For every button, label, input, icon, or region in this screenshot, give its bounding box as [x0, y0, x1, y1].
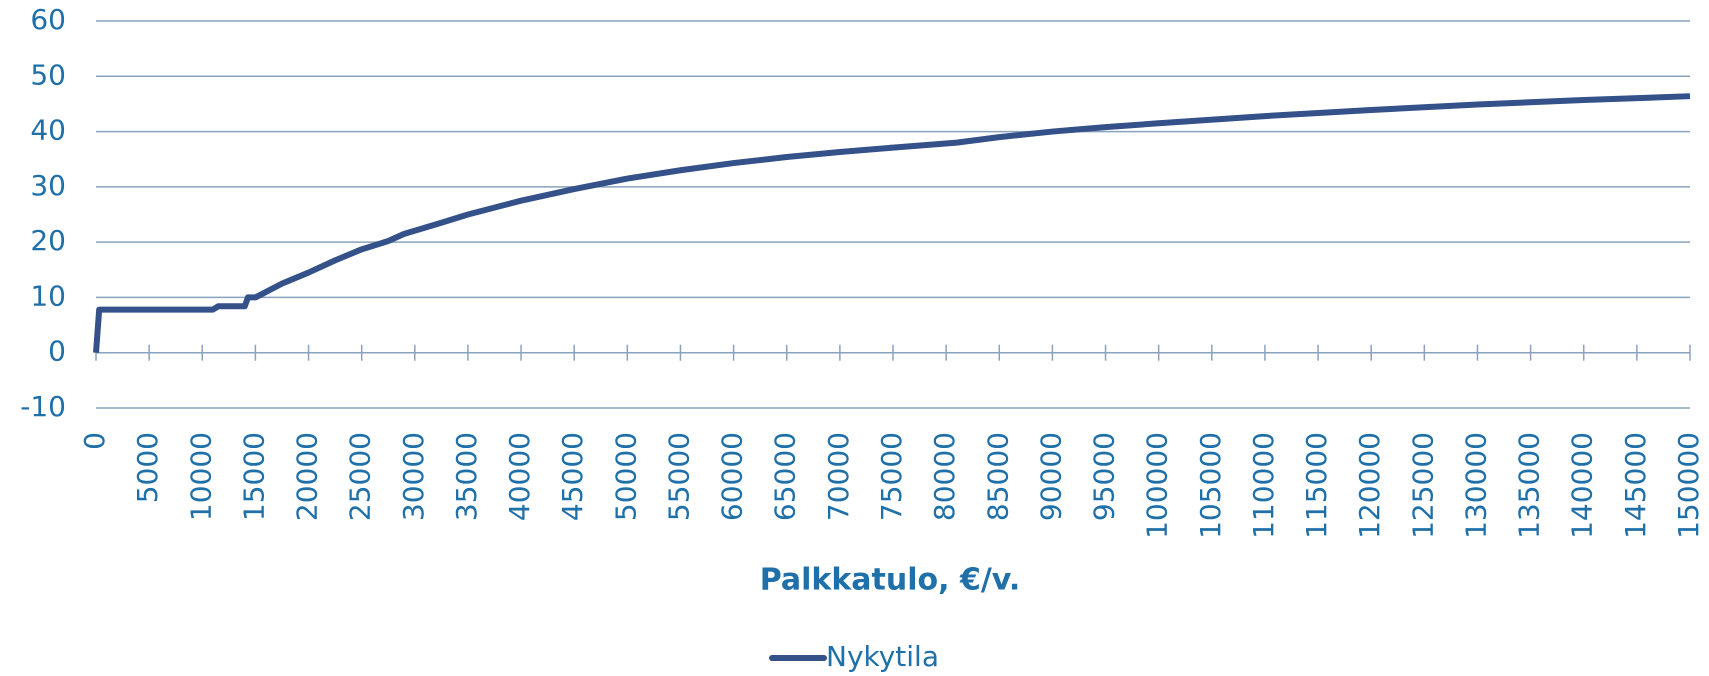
x-tick-label: 130000: [1459, 432, 1492, 539]
x-tick-label: 150000: [1672, 432, 1705, 539]
x-tick-label: 90000: [1034, 432, 1067, 521]
x-tick-label: 50000: [609, 432, 642, 521]
x-tick-label: 110000: [1247, 432, 1280, 539]
x-tick-label: 105000: [1194, 432, 1227, 539]
x-tick-label: 15000: [237, 432, 270, 521]
x-tick-label: 120000: [1353, 432, 1386, 539]
x-tick-label: 75000: [875, 432, 908, 521]
x-tick-label: 35000: [450, 432, 483, 521]
x-tick-label: 20000: [291, 432, 324, 521]
x-tick-label: 30000: [397, 432, 430, 521]
x-tick-label: 85000: [981, 432, 1014, 521]
x-tick-label: 65000: [769, 432, 802, 521]
x-tick-label: 70000: [822, 432, 855, 521]
x-tick-label: 125000: [1406, 432, 1439, 539]
x-tick-label: 135000: [1513, 432, 1546, 539]
x-tick-label: 145000: [1619, 432, 1652, 539]
y-tick-label: 40: [30, 114, 66, 147]
x-tick-label: 115000: [1300, 432, 1333, 539]
x-tick-label: 45000: [556, 432, 589, 521]
y-tick-label: 10: [30, 279, 66, 312]
y-tick-label: 30: [30, 169, 66, 202]
x-tick-label: 60000: [716, 432, 749, 521]
x-tick-label: 80000: [928, 432, 961, 521]
x-tick-label: 140000: [1566, 432, 1599, 539]
legend-label: Nykytila: [826, 640, 939, 673]
x-tick-label: 25000: [344, 432, 377, 521]
x-tick-label: 55000: [662, 432, 695, 521]
x-tick-label: 10000: [184, 432, 217, 521]
y-tick-label: 60: [30, 3, 66, 36]
x-tick-label: 5000: [131, 432, 164, 503]
y-tick-label: 50: [30, 58, 66, 91]
x-tick-label: 0: [78, 432, 111, 450]
x-tick-label: 40000: [503, 432, 536, 521]
x-tick-label: 100000: [1141, 432, 1174, 539]
y-tick-label: -10: [20, 390, 66, 423]
x-tick-label: 95000: [1088, 432, 1121, 521]
line-series: [93, 93, 1691, 353]
y-tick-label: 0: [48, 335, 66, 368]
x-axis-label: Palkkatulo, €/v.: [760, 563, 1021, 598]
y-tick-label: 20: [30, 224, 66, 257]
